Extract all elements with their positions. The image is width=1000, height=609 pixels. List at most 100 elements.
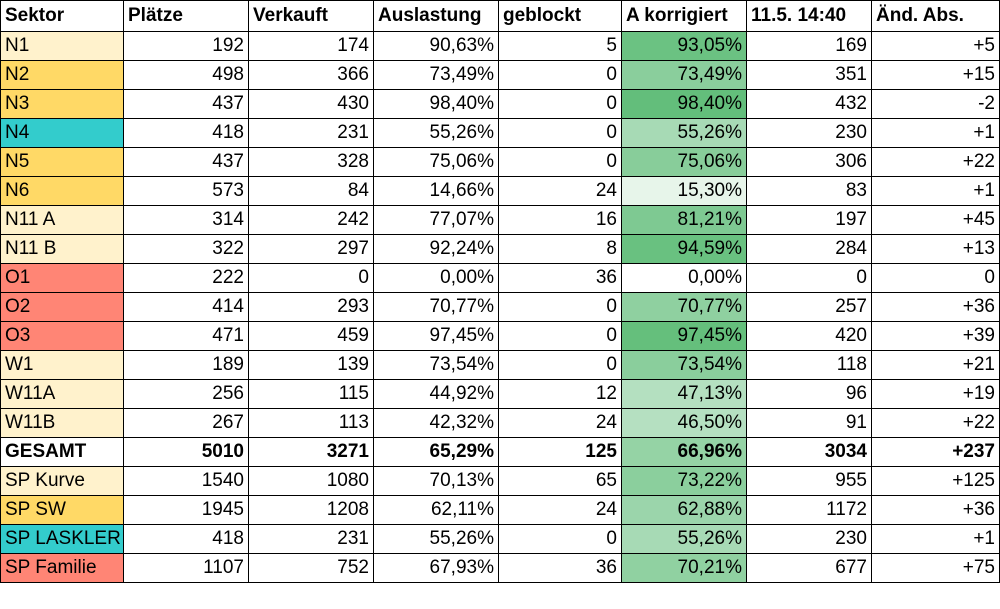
cell-sektor[interactable]: SP Kurve	[0, 466, 124, 496]
cell-sektor[interactable]: N6	[0, 176, 124, 206]
cell-geblockt[interactable]: 8	[498, 234, 622, 264]
cell-plaetze[interactable]: 437	[123, 89, 249, 119]
header-sektor[interactable]: Sektor	[0, 0, 124, 32]
cell-verkauft[interactable]: 328	[248, 147, 374, 177]
cell-auslastung[interactable]: 14,66%	[373, 176, 499, 206]
cell-plaetze[interactable]: 322	[123, 234, 249, 264]
cell-geblockt[interactable]: 24	[498, 176, 622, 206]
cell-auslastung[interactable]: 70,77%	[373, 292, 499, 322]
cell-verkauft[interactable]: 752	[248, 553, 374, 583]
cell-auslastung[interactable]: 55,26%	[373, 524, 499, 554]
cell-verkauft[interactable]: 242	[248, 205, 374, 235]
cell-aenderung[interactable]: +125	[871, 466, 1000, 496]
cell-geblockt[interactable]: 36	[498, 263, 622, 293]
cell-a-korrigiert[interactable]: 66,96%	[621, 437, 747, 467]
cell-plaetze[interactable]: 5010	[123, 437, 249, 467]
cell-stand[interactable]: 83	[746, 176, 872, 206]
cell-stand[interactable]: 351	[746, 60, 872, 90]
cell-verkauft[interactable]: 115	[248, 379, 374, 409]
cell-verkauft[interactable]: 139	[248, 350, 374, 380]
cell-plaetze[interactable]: 189	[123, 350, 249, 380]
cell-auslastung[interactable]: 67,93%	[373, 553, 499, 583]
cell-a-korrigiert[interactable]: 81,21%	[621, 205, 747, 235]
cell-verkauft[interactable]: 0	[248, 263, 374, 293]
cell-auslastung[interactable]: 70,13%	[373, 466, 499, 496]
cell-geblockt[interactable]: 12	[498, 379, 622, 409]
cell-sektor[interactable]: W11B	[0, 408, 124, 438]
cell-auslastung[interactable]: 98,40%	[373, 89, 499, 119]
cell-verkauft[interactable]: 430	[248, 89, 374, 119]
cell-a-korrigiert[interactable]: 70,77%	[621, 292, 747, 322]
cell-aenderung[interactable]: +5	[871, 31, 1000, 61]
cell-geblockt[interactable]: 0	[498, 147, 622, 177]
cell-stand[interactable]: 677	[746, 553, 872, 583]
cell-sektor[interactable]: N1	[0, 31, 124, 61]
cell-a-korrigiert[interactable]: 70,21%	[621, 553, 747, 583]
cell-a-korrigiert[interactable]: 93,05%	[621, 31, 747, 61]
cell-sektor[interactable]: N5	[0, 147, 124, 177]
cell-aenderung[interactable]: +237	[871, 437, 1000, 467]
cell-geblockt[interactable]: 0	[498, 292, 622, 322]
cell-a-korrigiert[interactable]: 0,00%	[621, 263, 747, 293]
cell-aenderung[interactable]: +22	[871, 147, 1000, 177]
cell-aenderung[interactable]: +1	[871, 176, 1000, 206]
cell-geblockt[interactable]: 0	[498, 118, 622, 148]
cell-stand[interactable]: 169	[746, 31, 872, 61]
cell-plaetze[interactable]: 1540	[123, 466, 249, 496]
cell-a-korrigiert[interactable]: 98,40%	[621, 89, 747, 119]
cell-aenderung[interactable]: +21	[871, 350, 1000, 380]
cell-verkauft[interactable]: 366	[248, 60, 374, 90]
cell-plaetze[interactable]: 1107	[123, 553, 249, 583]
cell-verkauft[interactable]: 84	[248, 176, 374, 206]
cell-a-korrigiert[interactable]: 75,06%	[621, 147, 747, 177]
cell-aenderung[interactable]: +1	[871, 118, 1000, 148]
cell-sektor[interactable]: GESAMT	[0, 437, 124, 467]
cell-stand[interactable]: 0	[746, 263, 872, 293]
cell-verkauft[interactable]: 3271	[248, 437, 374, 467]
cell-aenderung[interactable]: +36	[871, 495, 1000, 525]
header-a-korrigiert[interactable]: A korrigiert	[621, 0, 747, 32]
cell-sektor[interactable]: N2	[0, 60, 124, 90]
cell-verkauft[interactable]: 231	[248, 524, 374, 554]
cell-stand[interactable]: 230	[746, 118, 872, 148]
cell-auslastung[interactable]: 65,29%	[373, 437, 499, 467]
cell-aenderung[interactable]: +1	[871, 524, 1000, 554]
cell-plaetze[interactable]: 256	[123, 379, 249, 409]
cell-sektor[interactable]: N3	[0, 89, 124, 119]
cell-auslastung[interactable]: 42,32%	[373, 408, 499, 438]
cell-sektor[interactable]: O1	[0, 263, 124, 293]
cell-geblockt[interactable]: 65	[498, 466, 622, 496]
cell-aenderung[interactable]: +15	[871, 60, 1000, 90]
cell-a-korrigiert[interactable]: 97,45%	[621, 321, 747, 351]
cell-stand[interactable]: 91	[746, 408, 872, 438]
cell-aenderung[interactable]: +13	[871, 234, 1000, 264]
cell-auslastung[interactable]: 62,11%	[373, 495, 499, 525]
cell-stand[interactable]: 955	[746, 466, 872, 496]
cell-plaetze[interactable]: 1945	[123, 495, 249, 525]
cell-auslastung[interactable]: 97,45%	[373, 321, 499, 351]
cell-a-korrigiert[interactable]: 55,26%	[621, 524, 747, 554]
cell-geblockt[interactable]: 24	[498, 495, 622, 525]
cell-aenderung[interactable]: -2	[871, 89, 1000, 119]
cell-auslastung[interactable]: 73,54%	[373, 350, 499, 380]
cell-sektor[interactable]: SP SW	[0, 495, 124, 525]
cell-plaetze[interactable]: 498	[123, 60, 249, 90]
cell-verkauft[interactable]: 231	[248, 118, 374, 148]
cell-stand[interactable]: 197	[746, 205, 872, 235]
cell-auslastung[interactable]: 73,49%	[373, 60, 499, 90]
cell-plaetze[interactable]: 222	[123, 263, 249, 293]
cell-plaetze[interactable]: 471	[123, 321, 249, 351]
header-aenderung[interactable]: Änd. Abs.	[871, 0, 1000, 32]
cell-geblockt[interactable]: 5	[498, 31, 622, 61]
cell-plaetze[interactable]: 414	[123, 292, 249, 322]
cell-auslastung[interactable]: 92,24%	[373, 234, 499, 264]
cell-stand[interactable]: 3034	[746, 437, 872, 467]
cell-geblockt[interactable]: 0	[498, 321, 622, 351]
cell-aenderung[interactable]: +75	[871, 553, 1000, 583]
cell-geblockt[interactable]: 0	[498, 60, 622, 90]
cell-verkauft[interactable]: 297	[248, 234, 374, 264]
cell-plaetze[interactable]: 573	[123, 176, 249, 206]
cell-a-korrigiert[interactable]: 73,54%	[621, 350, 747, 380]
cell-stand[interactable]: 96	[746, 379, 872, 409]
cell-sektor[interactable]: O2	[0, 292, 124, 322]
